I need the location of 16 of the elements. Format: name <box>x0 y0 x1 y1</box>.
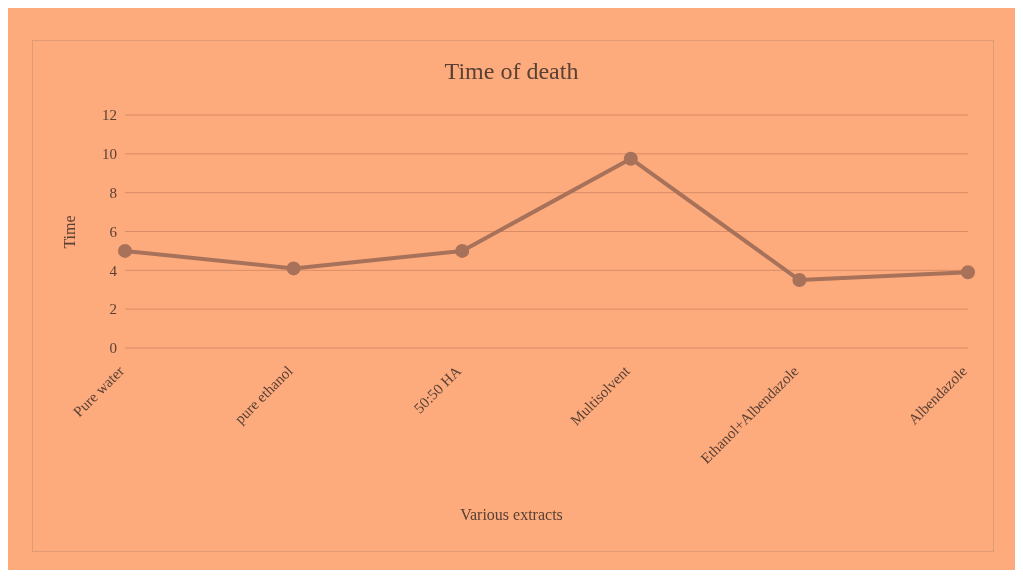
point <box>792 273 807 288</box>
point <box>118 243 132 258</box>
y-tick-label: 2 <box>109 301 117 318</box>
y-tick-label: 6 <box>109 223 118 240</box>
y-tick-label: 0 <box>109 340 117 357</box>
y-tick-label: 4 <box>109 262 118 279</box>
y-tick-label: 10 <box>102 146 117 163</box>
point <box>961 265 975 280</box>
chart-title: Time of death <box>443 58 580 85</box>
point <box>286 261 301 276</box>
y-tick-label: 12 <box>102 107 117 124</box>
x-axis-title: Various extracts <box>459 506 564 524</box>
point <box>455 243 470 258</box>
y-tick-label: 8 <box>109 184 117 201</box>
y-axis-title: Time <box>61 215 79 249</box>
point <box>623 151 638 166</box>
